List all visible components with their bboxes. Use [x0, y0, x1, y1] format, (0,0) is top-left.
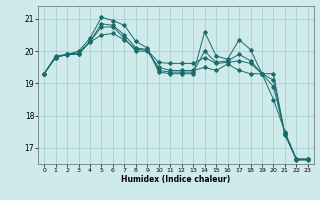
X-axis label: Humidex (Indice chaleur): Humidex (Indice chaleur)	[121, 175, 231, 184]
